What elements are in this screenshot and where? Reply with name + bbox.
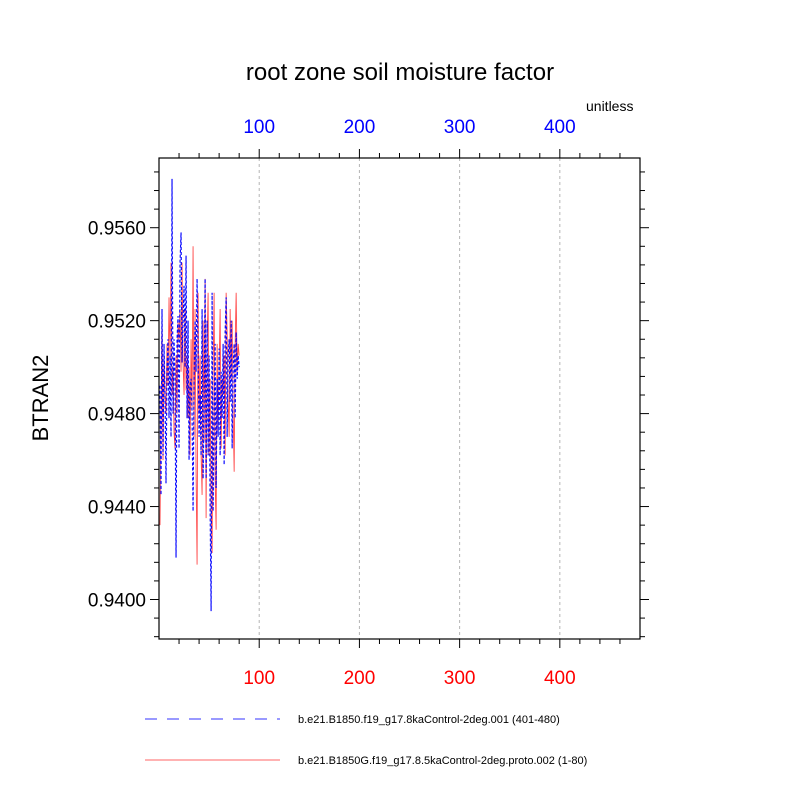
units-label: unitless (586, 98, 633, 114)
legend: b.e21.B1850.f19_g17.8kaControl-2deg.001 … (145, 714, 587, 767)
y-tick-label: 0.9400 (88, 590, 146, 611)
y-tick-label: 0.9440 (88, 498, 146, 519)
y-tick-labels: 0.9400 0.9440 0.9480 0.9520 0.9560 (88, 219, 146, 612)
y-tick-label: 0.9480 (88, 405, 146, 426)
bottom-x-tick-label: 200 (344, 668, 376, 689)
bottom-x-tick-label: 300 (444, 668, 476, 689)
top-x-tick-label: 400 (544, 117, 576, 138)
y-tick-label: 0.9560 (88, 219, 146, 240)
bottom-x-tick-label: 100 (243, 668, 275, 689)
top-x-tick-label: 100 (243, 117, 275, 138)
series-line-1 (159, 178, 240, 612)
axis-ticks (150, 149, 649, 648)
plot-frame (158, 157, 641, 640)
y-axis-label: BTRAN2 (28, 355, 53, 442)
top-x-tick-label: 200 (344, 117, 376, 138)
series-lines (159, 178, 240, 612)
legend-label-series-1: b.e21.B1850.f19_g17.8kaControl-2deg.001 … (298, 714, 560, 726)
top-x-tick-labels: 100 200 300 400 (243, 117, 575, 138)
bottom-x-tick-labels: 100 200 300 400 (243, 668, 575, 689)
chart-title: root zone soil moisture factor (246, 59, 554, 86)
top-x-tick-label: 300 (444, 117, 476, 138)
gridlines (258, 158, 561, 639)
y-tick-label: 0.9520 (88, 312, 146, 333)
bottom-x-tick-label: 400 (544, 668, 576, 689)
legend-label-series-2: b.e21.B1850G.f19_g17.8.5kaControl-2deg.p… (298, 755, 587, 767)
